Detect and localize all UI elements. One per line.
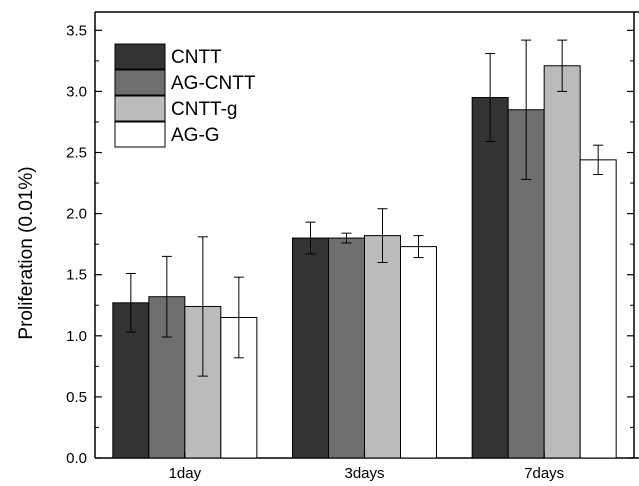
x-tick-label: 1day (169, 465, 202, 482)
bar-ag-g-7days (579, 159, 617, 459)
legend-swatch-cntt-g (114, 95, 166, 122)
bar-cntt-7days (471, 97, 509, 459)
x-axis: 1day 3days 7days (169, 452, 564, 482)
y-tick-label: 0.0 (66, 450, 87, 467)
legend-swatch-ag-cntt (114, 69, 166, 96)
bar-cntt-g-3days (364, 235, 401, 459)
bar-cntt-3days (292, 237, 329, 459)
legend-label: CNTT-g (171, 99, 238, 120)
legend-label: AG-CNTT (171, 73, 256, 94)
bar-cntt-g-7days (543, 65, 581, 459)
legend-label: AG-G (171, 125, 220, 146)
y-tick-label: 0.5 (66, 389, 87, 406)
bar-ag-g-3days (400, 246, 437, 459)
y-tick-label: 2.0 (66, 206, 87, 223)
y-tick-label: 3.0 (66, 83, 87, 100)
x-tick-label: 7days (524, 465, 564, 482)
error-bar-group (125, 39, 604, 377)
y-tick-label: 1.5 (66, 267, 87, 284)
y-axis: 0.0 0.5 1.0 1.5 2.0 2.5 3.0 3.5 (66, 22, 634, 467)
y-axis-label: Proliferation (0.01%) (16, 166, 37, 339)
legend-swatch-ag-g (114, 121, 166, 148)
y-tick-label: 2.5 (66, 145, 87, 162)
y-tick-label: 1.0 (66, 328, 87, 345)
legend-label: CNTT (171, 47, 222, 68)
y-tick-label: 3.5 (66, 22, 87, 39)
legend: CNTT AG-CNTT CNTT-g AG-G (114, 43, 256, 148)
x-tick-label: 3days (344, 465, 384, 482)
legend-swatch-cntt (114, 43, 166, 70)
bar-ag-cntt-3days (328, 237, 365, 459)
